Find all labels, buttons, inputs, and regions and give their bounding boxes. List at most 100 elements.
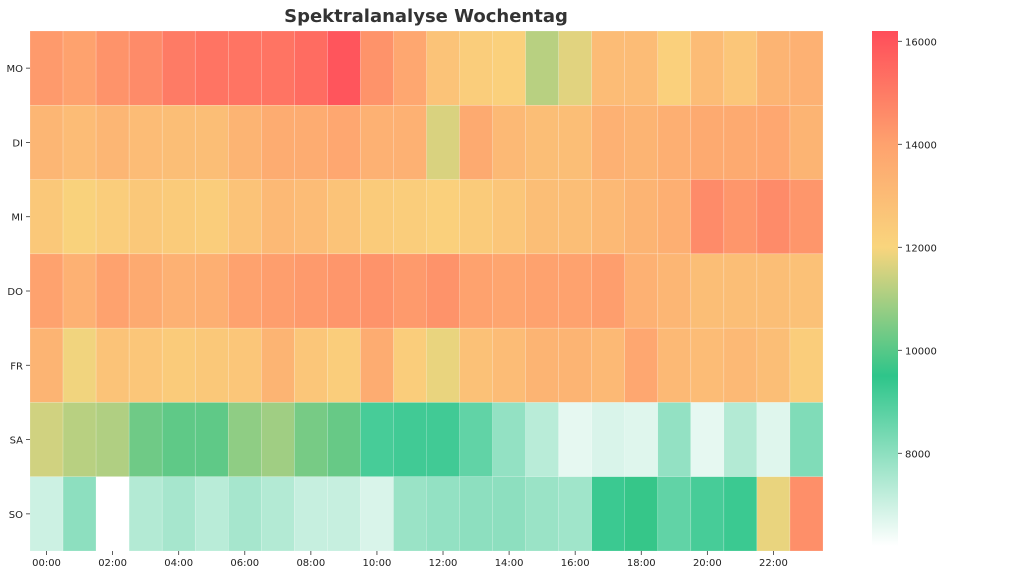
heatmap-cell-do-23 — [789, 253, 824, 329]
row-labels: MO DI MI DO FR SA SO — [7, 64, 30, 521]
heatmap-cell-sa-20 — [690, 402, 725, 477]
heatmap-cell-fr-6 — [228, 327, 262, 403]
heatmap-cell-fr-19 — [657, 327, 692, 403]
heatmap-cell-mi-20 — [690, 179, 725, 255]
heatmap-cell-mo-7 — [261, 30, 295, 106]
heatmap-cells — [29, 30, 824, 552]
heatmap-cell-do-16 — [558, 253, 592, 329]
heatmap-cell-mo-23 — [789, 30, 824, 106]
heatmap-cell-so-8 — [294, 476, 328, 552]
colorbar-tick-label-8000: 8000 — [905, 449, 930, 460]
heatmap-cell-di-1 — [62, 105, 97, 180]
heatmap-cell-di-2 — [95, 105, 130, 180]
heatmap-cell-sa-7 — [261, 402, 295, 477]
heatmap-cell-mo-21 — [723, 30, 758, 106]
heatmap-cell-di-6 — [228, 105, 262, 180]
heatmap-cell-mi-10 — [360, 179, 394, 255]
column-label-0400: 04:00 — [164, 558, 193, 569]
heatmap-cell-fr-10 — [360, 327, 394, 403]
heatmap-cell-di-15 — [525, 105, 559, 180]
heatmap-cell-sa-8 — [294, 402, 328, 477]
heatmap-cell-mi-18 — [624, 179, 659, 255]
heatmap-cell-fr-0 — [29, 327, 64, 403]
column-label-2200: 22:00 — [759, 558, 788, 569]
heatmap-cell-fr-20 — [690, 327, 725, 403]
heatmap-cell-so-23 — [789, 476, 824, 552]
heatmap-cell-sa-1 — [62, 402, 97, 477]
heatmap-cell-do-11 — [393, 253, 427, 329]
heatmap-cell-fr-12 — [426, 327, 460, 403]
row-label-do: DO — [7, 287, 23, 298]
heatmap-cell-mo-14 — [492, 30, 526, 106]
heatmap-cell-so-11 — [393, 476, 427, 552]
heatmap-cell-di-5 — [194, 105, 229, 180]
heatmap-cell-so-9 — [327, 476, 361, 552]
heatmap-cell-so-16 — [558, 476, 592, 552]
heatmap-cell-sa-21 — [723, 402, 758, 477]
heatmap-cell-mi-2 — [95, 179, 130, 255]
heatmap-cell-mi-0 — [29, 179, 64, 255]
heatmap-cell-mi-3 — [128, 179, 163, 255]
heatmap-cell-so-0 — [29, 476, 64, 552]
colorbar-tick-label-10000: 10000 — [905, 346, 937, 357]
heatmap-cell-fr-3 — [128, 327, 163, 403]
colorbar-ticks: 8000 10000 12000 14000 16000 — [898, 37, 937, 460]
heatmap-cell-sa-3 — [128, 402, 163, 477]
column-label-1000: 10:00 — [363, 558, 392, 569]
heatmap-cell-do-19 — [657, 253, 692, 329]
heatmap-cell-do-5 — [194, 253, 229, 329]
heatmap-cell-do-1 — [62, 253, 97, 329]
heatmap-cell-fr-7 — [261, 327, 295, 403]
heatmap-cell-mi-22 — [756, 179, 791, 255]
heatmap-cell-fr-1 — [62, 327, 97, 403]
heatmap-cell-mo-8 — [294, 30, 328, 106]
heatmap-cell-do-21 — [723, 253, 758, 329]
heatmap-cell-di-22 — [756, 105, 791, 180]
heatmap-cell-mo-12 — [426, 30, 460, 106]
heatmap-cell-fr-2 — [95, 327, 130, 403]
heatmap-cell-sa-6 — [228, 402, 262, 477]
column-label-0000: 00:00 — [32, 558, 61, 569]
heatmap-cell-do-9 — [327, 253, 361, 329]
heatmap-cell-so-3 — [128, 476, 163, 552]
heatmap-cell-sa-14 — [492, 402, 526, 477]
column-label-1800: 18:00 — [627, 558, 656, 569]
heatmap-cell-sa-16 — [558, 402, 592, 477]
heatmap-cell-mo-22 — [756, 30, 791, 106]
heatmap-cell-so-5 — [194, 476, 229, 552]
heatmap-cell-mi-8 — [294, 179, 328, 255]
heatmap-cell-mo-13 — [459, 30, 493, 106]
row-label-di: DI — [12, 138, 23, 149]
column-tick-labels: 00:00 02:00 04:00 06:00 08:00 10:00 12:00 14:00… — [32, 551, 788, 569]
heatmap-cell-di-16 — [558, 105, 592, 180]
heatmap-cell-di-23 — [789, 105, 824, 180]
heatmap-cell-so-15 — [525, 476, 559, 552]
heatmap-cell-do-10 — [360, 253, 394, 329]
chart-title: Spektralanalyse Wochentag — [284, 6, 568, 27]
heatmap-cell-mo-6 — [228, 30, 262, 106]
heatmap-cell-di-0 — [29, 105, 64, 180]
heatmap-cell-di-13 — [459, 105, 493, 180]
heatmap-cell-mi-17 — [591, 179, 626, 255]
heatmap-cell-sa-18 — [624, 402, 659, 477]
heatmap-cell-fr-16 — [558, 327, 592, 403]
heatmap-cell-fr-13 — [459, 327, 493, 403]
heatmap-cell-di-11 — [393, 105, 427, 180]
column-label-0200: 02:00 — [98, 558, 127, 569]
heatmap-cell-mo-1 — [62, 30, 97, 106]
heatmap-cell-sa-19 — [657, 402, 692, 477]
heatmap-cell-sa-12 — [426, 402, 460, 477]
heatmap-cell-mo-18 — [624, 30, 659, 106]
heatmap-cell-di-12 — [426, 105, 460, 180]
column-label-2000: 20:00 — [693, 558, 722, 569]
colorbar-tick-label-14000: 14000 — [905, 140, 937, 151]
heatmap-cell-mo-19 — [657, 30, 692, 106]
row-label-sa: SA — [10, 436, 24, 447]
heatmap-cell-mi-13 — [459, 179, 493, 255]
heatmap-cell-mi-21 — [723, 179, 758, 255]
heatmap-cell-mo-2 — [95, 30, 130, 106]
heatmap-cell-so-4 — [161, 476, 196, 552]
heatmap-cell-mo-9 — [327, 30, 361, 106]
heatmap-cell-do-3 — [128, 253, 163, 329]
